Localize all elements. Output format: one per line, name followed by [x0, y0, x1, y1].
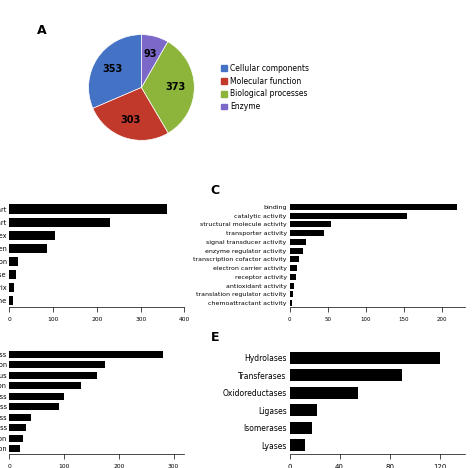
Bar [9, 244, 46, 253]
Bar [9, 424, 26, 431]
Bar [9, 205, 167, 214]
Bar [9, 445, 20, 453]
Bar [9, 257, 18, 266]
Bar [290, 256, 299, 263]
Text: E: E [211, 331, 219, 344]
Bar [9, 218, 110, 227]
Bar [9, 283, 14, 292]
Bar [9, 231, 55, 240]
Bar [9, 414, 31, 421]
Bar [290, 351, 439, 364]
Bar [290, 387, 358, 399]
Bar [9, 270, 16, 279]
Bar [9, 403, 59, 410]
Bar [290, 221, 331, 227]
Bar [290, 212, 408, 219]
Bar [290, 274, 296, 280]
Bar [9, 296, 13, 306]
Bar [290, 248, 303, 254]
Bar [9, 351, 163, 358]
Text: C: C [211, 184, 220, 197]
Text: A: A [37, 24, 46, 37]
Bar [290, 204, 457, 210]
Bar [9, 361, 105, 368]
Bar [290, 291, 292, 297]
Bar [9, 372, 97, 379]
Bar [290, 422, 312, 434]
Bar [9, 382, 81, 389]
Bar [290, 283, 294, 289]
Bar [9, 435, 23, 442]
Bar [290, 404, 317, 417]
Bar [290, 230, 324, 236]
Bar [290, 300, 292, 306]
Bar [290, 439, 304, 451]
Bar [290, 369, 402, 381]
Bar [9, 393, 64, 400]
Bar [290, 265, 297, 271]
Bar [290, 239, 306, 245]
